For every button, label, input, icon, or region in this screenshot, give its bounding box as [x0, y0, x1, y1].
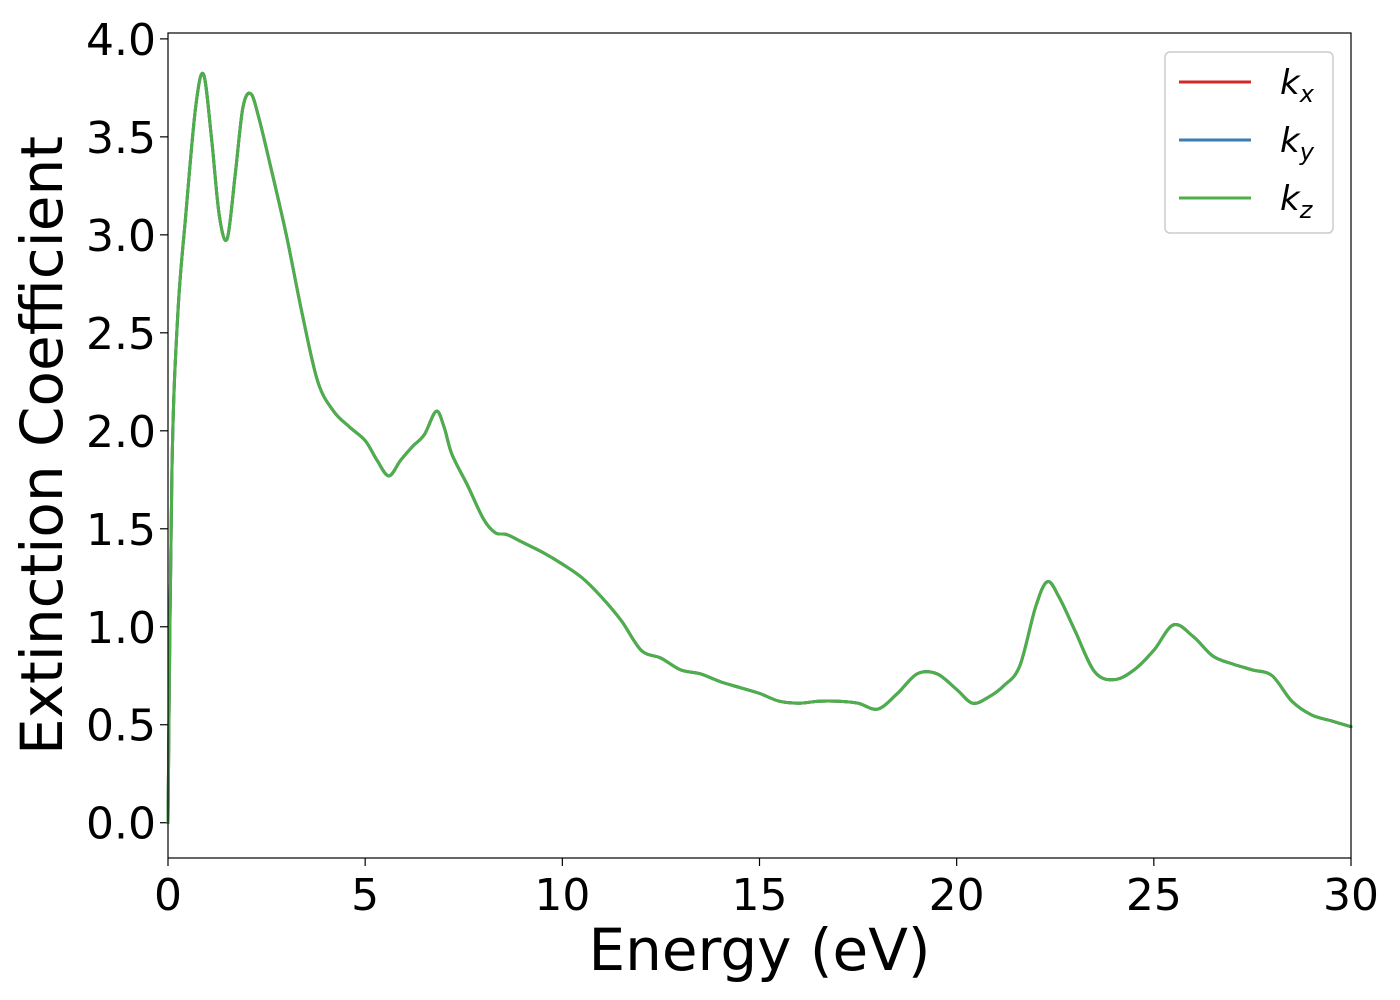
y-tick-label: 3.5: [86, 113, 156, 164]
axis-ticks: 0 5 10 15 20 25 30 0.0 0.5 1.0 1.5 2.0 2.5 3.0 3.5 4.0: [86, 15, 1379, 921]
series-line-z: [166, 71, 1353, 825]
y-tick-label: 0.0: [86, 799, 156, 850]
y-tick-label: 1.0: [86, 603, 156, 654]
y-tick-label: 3.0: [86, 211, 156, 262]
x-tick-label: 0: [154, 870, 182, 921]
legend-box: [1164, 51, 1334, 234]
legend: kx ky kz: [1164, 51, 1334, 234]
x-tick-label: 10: [534, 870, 590, 921]
x-tick-label: 5: [351, 870, 379, 921]
series-lines: [166, 71, 1353, 825]
y-axis-label: Extinction Coefficient: [8, 136, 76, 755]
legend-label-x: kx: [1280, 63, 1315, 108]
legend-label-y: ky: [1280, 121, 1315, 166]
y-tick-label: 2.5: [86, 309, 156, 360]
x-axis-label: Energy (eV): [588, 916, 930, 984]
legend-label-z: kz: [1280, 179, 1314, 224]
x-tick-label: 30: [1323, 870, 1379, 921]
x-tick-label: 25: [1126, 870, 1182, 921]
y-tick-label: 2.0: [86, 407, 156, 458]
y-tick-label: 1.5: [86, 505, 156, 556]
plot-area-frame: [167, 32, 1352, 859]
x-tick-label: 20: [929, 870, 985, 921]
y-tick-label: 4.0: [86, 15, 156, 66]
y-tick-label: 0.5: [86, 701, 156, 752]
x-tick-label: 15: [732, 870, 788, 921]
